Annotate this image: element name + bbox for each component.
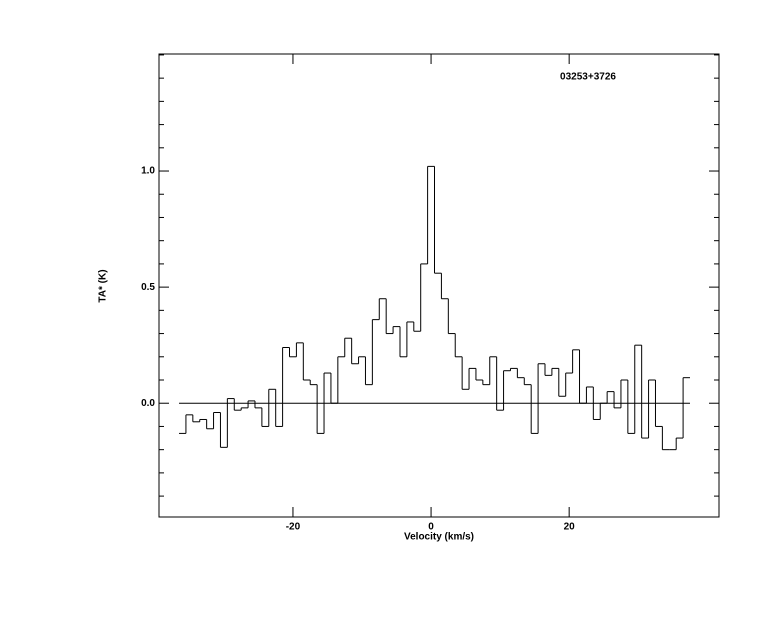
y-axis-label: TA* (K) — [98, 269, 109, 302]
y-tick-label: 0.5 — [141, 282, 155, 293]
y-tick-label: 0.0 — [141, 398, 155, 409]
x-axis-label: Velocity (km/s) — [404, 532, 474, 543]
x-tick-label: 0 — [428, 522, 434, 533]
x-tick-label: -20 — [286, 522, 301, 533]
chart-title: 03253+3726 — [560, 72, 616, 83]
y-tick-label: 1.0 — [141, 166, 155, 177]
x-tick-label: 20 — [564, 522, 576, 533]
plot-frame — [158, 53, 720, 518]
